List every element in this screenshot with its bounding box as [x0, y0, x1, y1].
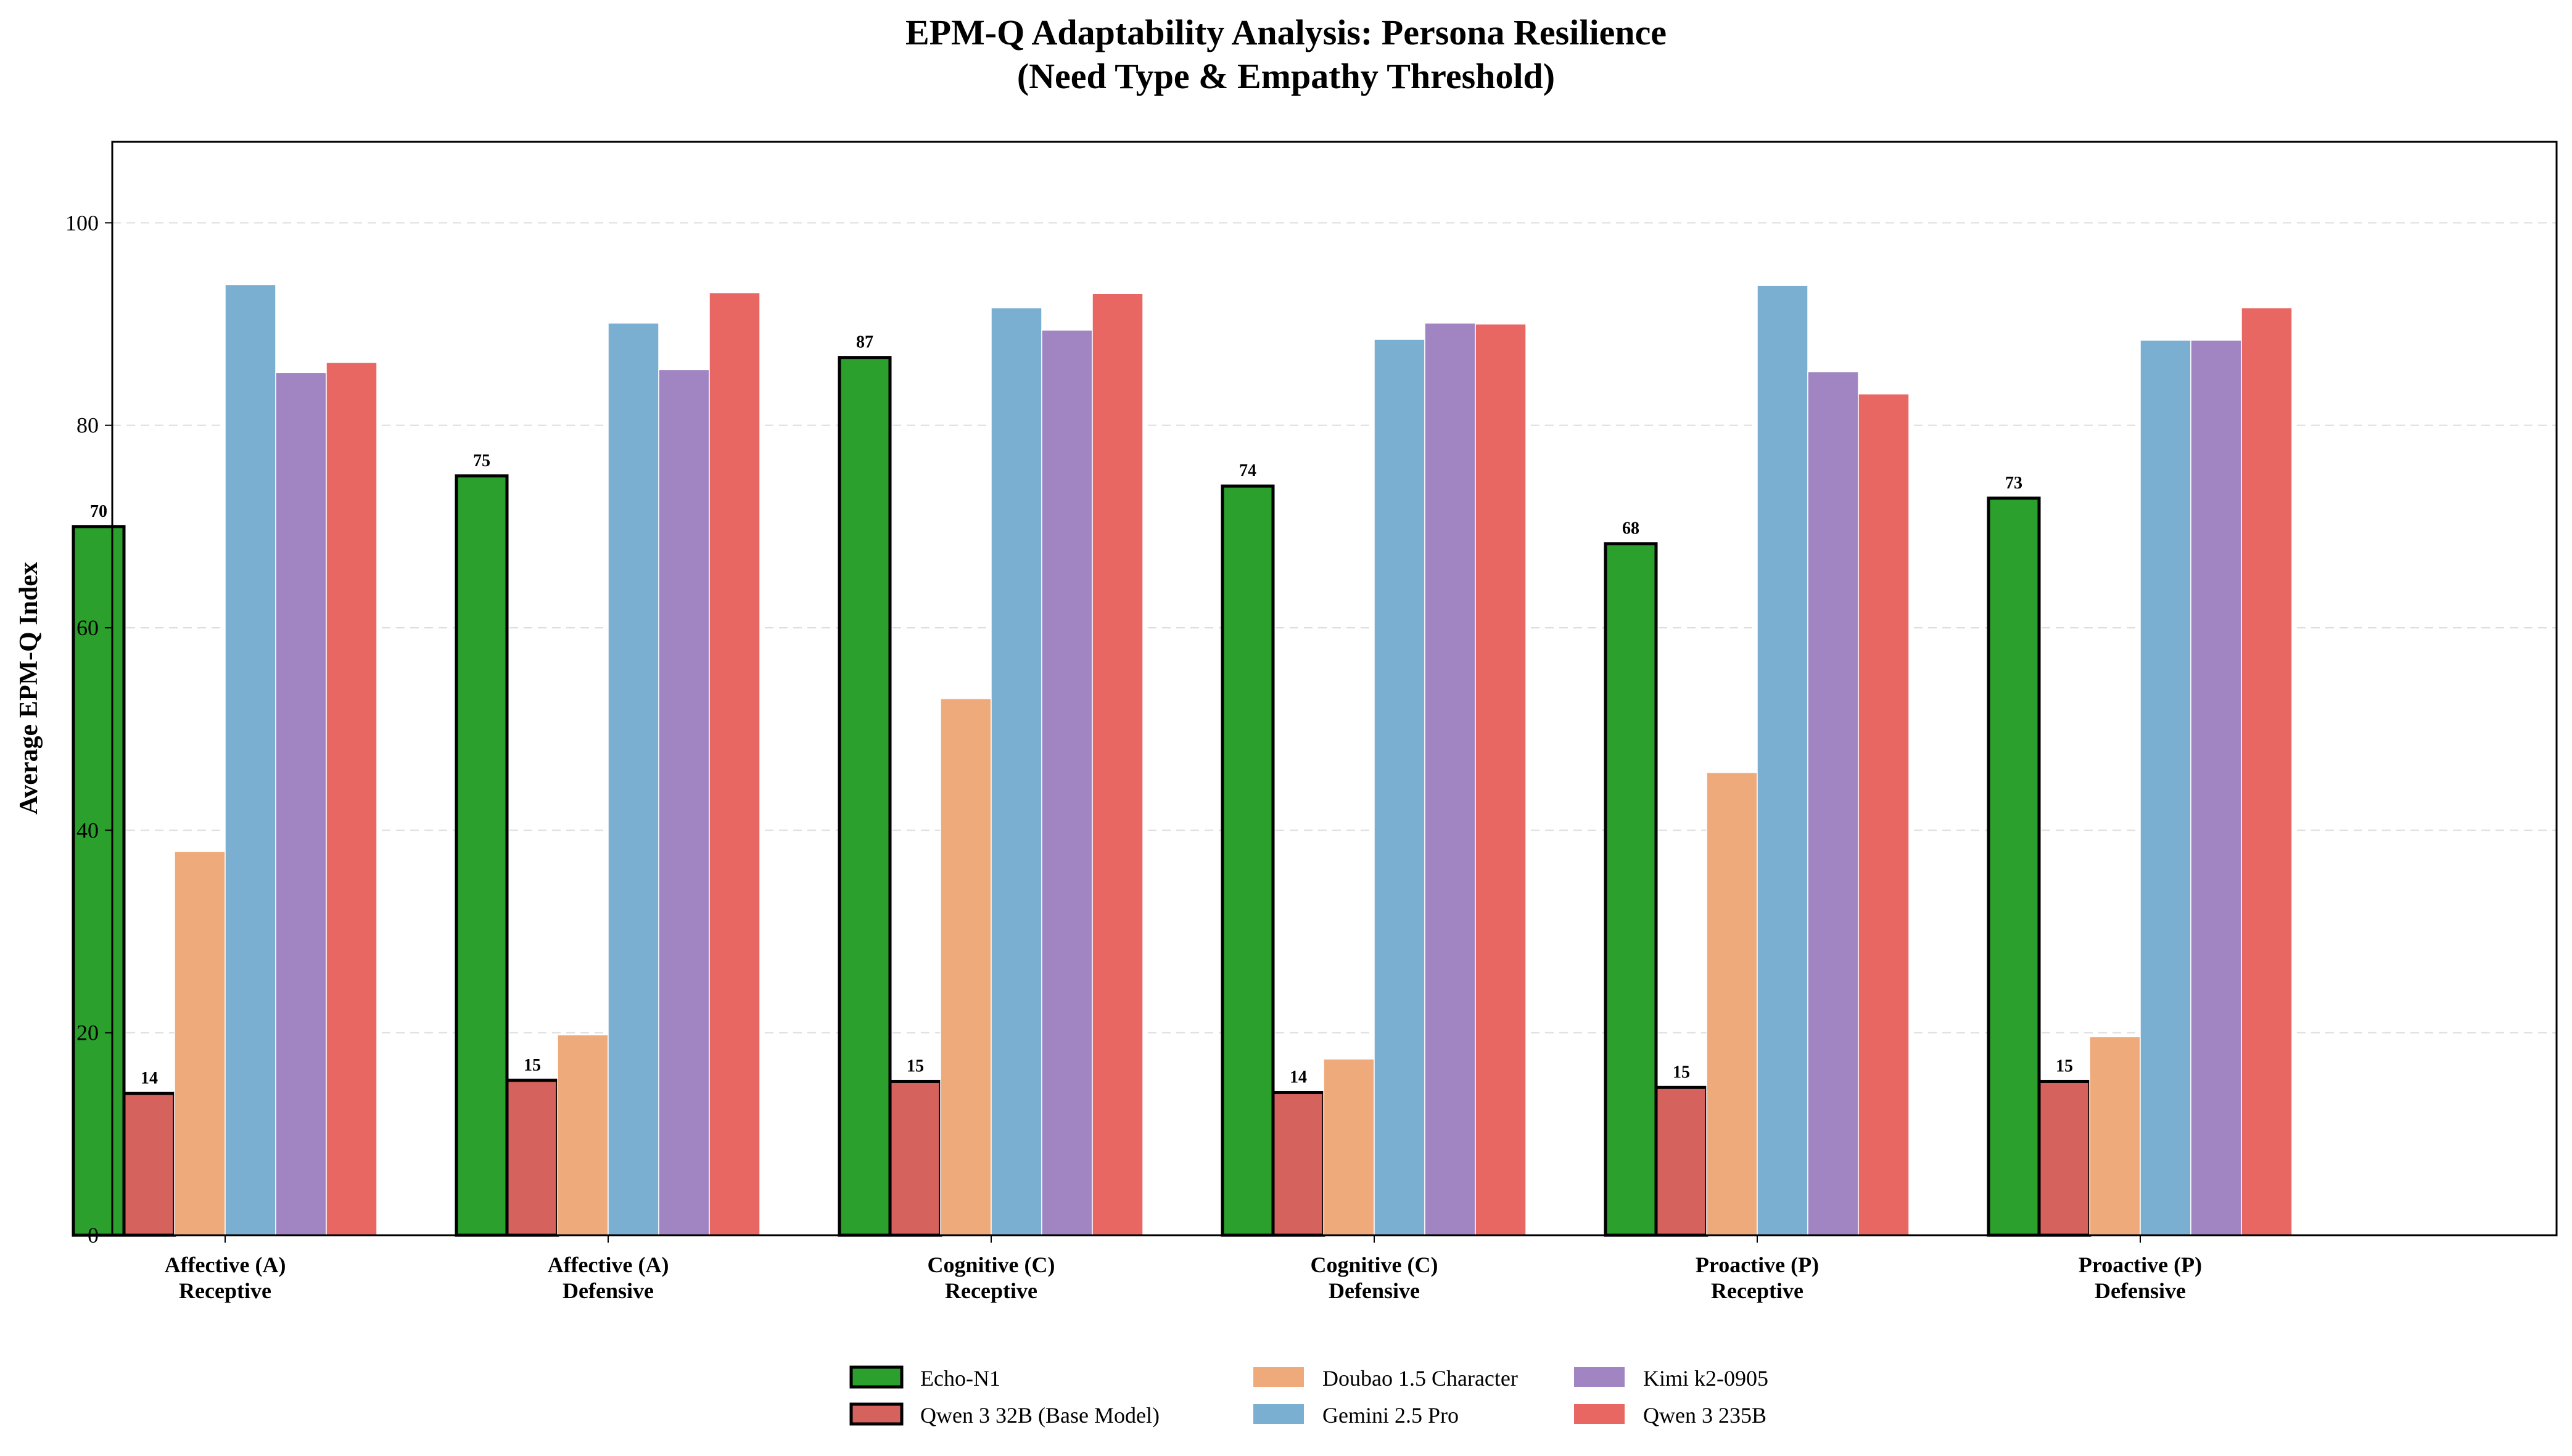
bar	[557, 1034, 609, 1236]
bar	[72, 525, 126, 1237]
legend-label: Gemini 2.5 Pro	[1322, 1403, 1459, 1428]
bar	[275, 372, 327, 1236]
bar	[1271, 1091, 1325, 1237]
bar	[505, 1079, 559, 1237]
bar	[1323, 1058, 1375, 1236]
legend-swatch	[849, 1402, 904, 1426]
data-label: 14	[1290, 1068, 1307, 1087]
bar	[1757, 285, 1808, 1236]
bar	[1475, 323, 1527, 1236]
legend-swatch	[1253, 1367, 1304, 1387]
bar	[709, 292, 760, 1236]
bar	[122, 1092, 176, 1237]
data-label: 15	[1673, 1063, 1690, 1082]
bar	[1807, 371, 1859, 1236]
bar	[991, 307, 1042, 1236]
y-tick-label: 20	[76, 1021, 99, 1045]
data-label: 15	[907, 1056, 924, 1076]
bar	[2140, 340, 2191, 1236]
bar	[1654, 1085, 1708, 1237]
y-axis: 0 20 40 60 80 100	[65, 210, 112, 1248]
data-label: 73	[2005, 474, 2022, 493]
legend-label: Kimi k2-0905	[1643, 1366, 1768, 1391]
x-tick-label: Cognitive (C)	[1311, 1252, 1438, 1277]
x-tick-label: Affective (A)	[548, 1252, 669, 1277]
data-label: 74	[1239, 461, 1256, 480]
data-label: 75	[473, 451, 490, 471]
bar	[2037, 1079, 2092, 1237]
x-tick-label: Proactive (P)	[1696, 1252, 1819, 1277]
bar	[1604, 542, 1658, 1237]
y-tick-label: 100	[65, 210, 99, 235]
data-label: 15	[2056, 1056, 2073, 1076]
data-label: 70	[90, 502, 107, 521]
x-tick-label: Receptive	[179, 1278, 271, 1303]
bar	[1858, 393, 1910, 1236]
x-tick-label: Receptive	[1711, 1278, 1803, 1303]
legend-swatch	[1574, 1367, 1625, 1387]
chart-title: EPM-Q Adaptability Analysis: Persona Res…	[905, 12, 1667, 52]
x-tick-label: Affective (A)	[165, 1252, 286, 1277]
bar	[1374, 339, 1425, 1236]
y-tick-label: 0	[88, 1223, 99, 1248]
chart-subtitle: (Need Type & Empathy Threshold)	[1017, 56, 1555, 96]
legend-label: Echo-N1	[920, 1366, 1000, 1391]
bar	[1987, 496, 2041, 1237]
legend-swatch	[1253, 1404, 1304, 1424]
bar	[838, 356, 892, 1237]
data-label: 14	[141, 1069, 158, 1088]
bar	[1092, 293, 1144, 1236]
bar	[2241, 307, 2293, 1236]
data-label: 68	[1622, 519, 1639, 538]
bar	[658, 369, 710, 1236]
y-axis-label: Average EPM-Q Index	[15, 562, 43, 815]
legend-swatch	[1574, 1404, 1625, 1424]
data-label: 15	[524, 1056, 541, 1075]
x-tick-label: Defensive	[563, 1278, 654, 1303]
x-tick-label: Defensive	[1329, 1278, 1420, 1303]
legend-label: Qwen 3 32B (Base Model)	[920, 1403, 1160, 1428]
bar	[2190, 340, 2242, 1236]
legend-label: Doubao 1.5 Character	[1322, 1366, 1518, 1391]
bar	[1424, 323, 1476, 1236]
bar	[174, 851, 226, 1236]
bars	[72, 284, 2293, 1237]
plot-frame	[111, 141, 2558, 1236]
x-tick-label: Cognitive (C)	[928, 1252, 1055, 1277]
x-tick-label: Proactive (P)	[2079, 1252, 2202, 1277]
bar	[2089, 1036, 2141, 1236]
legend: Echo-N1 Qwen 3 32B (Base Model) Doubao 1.5…	[849, 1365, 1768, 1428]
legend-label: Qwen 3 235B	[1643, 1403, 1766, 1428]
bar	[1221, 484, 1275, 1237]
data-labels: 70 75 87 74 68 73 14 15 15 14 15 15	[90, 333, 2073, 1088]
legend-swatch	[849, 1365, 904, 1389]
bar	[326, 362, 377, 1236]
bar	[1041, 329, 1093, 1236]
bar	[608, 323, 659, 1236]
bar	[1706, 772, 1758, 1236]
bar	[225, 284, 276, 1236]
bar	[455, 474, 509, 1237]
x-tick-label: Receptive	[945, 1278, 1037, 1303]
bar	[940, 698, 992, 1236]
y-tick-label: 60	[76, 615, 99, 640]
y-tick-label: 40	[76, 818, 99, 842]
y-tick-label: 80	[76, 413, 99, 438]
bar	[888, 1079, 942, 1237]
x-tick-label: Defensive	[2095, 1278, 2186, 1303]
data-label: 87	[856, 333, 873, 352]
